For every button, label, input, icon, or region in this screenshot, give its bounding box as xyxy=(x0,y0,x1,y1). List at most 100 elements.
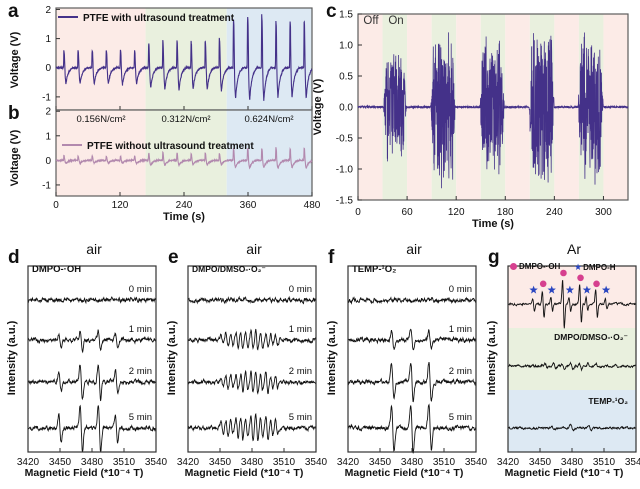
svg-text:240: 240 xyxy=(546,207,563,218)
svg-text:0.0: 0.0 xyxy=(339,103,353,114)
svg-text:180: 180 xyxy=(497,207,514,218)
svg-text:3420: 3420 xyxy=(17,457,40,468)
panel-d-letter: d xyxy=(8,247,20,268)
svg-text:3420: 3420 xyxy=(337,457,360,468)
svg-text:3510: 3510 xyxy=(593,457,616,468)
panel-f-title: air xyxy=(406,241,422,257)
panel-f-time-1: 1 min xyxy=(448,324,472,335)
svg-text:3420: 3420 xyxy=(177,457,200,468)
svg-text:0.5: 0.5 xyxy=(339,72,353,83)
panel-d-title: air xyxy=(86,241,102,257)
panel-g-legend-oh-label: DMPO-·OH xyxy=(519,262,561,271)
panel-a-letter: a xyxy=(8,1,19,22)
svg-text:1: 1 xyxy=(45,131,51,142)
svg-text:3480: 3480 xyxy=(241,457,264,468)
svg-text:240: 240 xyxy=(176,200,193,211)
panel-b-letter: b xyxy=(8,103,20,124)
panel-c-letter: c xyxy=(326,1,337,22)
svg-text:480: 480 xyxy=(304,200,321,211)
panel-f-plot: 3420 3450 3480 3510 3540 xyxy=(337,265,488,468)
svg-text:3450: 3450 xyxy=(529,457,552,468)
svg-text:0: 0 xyxy=(45,63,51,74)
svg-text:-1: -1 xyxy=(42,180,51,191)
panel-b-legend-label: PTFE without ultrasound treatment xyxy=(87,141,254,152)
svg-text:-1: -1 xyxy=(42,92,51,103)
svg-text:2: 2 xyxy=(45,5,51,16)
pressure-label-2: 0.312N/cm² xyxy=(161,114,211,125)
panel-f-xlabel: Magnetic Field (*10⁻⁴ T) xyxy=(344,467,464,479)
panel-g-letter: g xyxy=(488,247,500,268)
panel-e-time-2: 2 min xyxy=(288,366,312,377)
panel-a-legend-swatch xyxy=(58,15,78,18)
panel-f-time-0: 0 min xyxy=(448,284,472,295)
svg-text:1.5: 1.5 xyxy=(339,10,353,21)
svg-text:120: 120 xyxy=(448,207,465,218)
svg-text:3420: 3420 xyxy=(497,457,520,468)
panel-g-band3-label: TEMP-¹O₂ xyxy=(588,396,628,406)
svg-text:3450: 3450 xyxy=(209,457,232,468)
panel-d-species: DMPO-·OH xyxy=(32,264,82,275)
panel-c-xlabel: Time (s) xyxy=(472,218,514,230)
svg-text:60: 60 xyxy=(402,207,414,218)
svg-text:0: 0 xyxy=(45,156,51,167)
panel-d-time-2: 2 min xyxy=(128,366,152,377)
panel-g-legend-h: ★DMPO-H xyxy=(574,262,616,273)
svg-text:3450: 3450 xyxy=(49,457,72,468)
panel-c-ylabel: Voltage (V) xyxy=(312,78,324,136)
panel-b-legend: PTFE without ultrasound treatment xyxy=(62,141,254,152)
panel-b-xlabel: Time (s) xyxy=(163,211,205,223)
panel-d-plot: 3420 3450 3480 3510 3540 xyxy=(17,265,168,468)
svg-text:0: 0 xyxy=(355,207,361,218)
panel-e-species: DMPO/DMSO-·O₂⁻ xyxy=(192,264,266,274)
svg-text:3480: 3480 xyxy=(81,457,104,468)
panel-g-legend-h-label: DMPO-H xyxy=(583,263,616,272)
panel-e-letter: e xyxy=(168,247,179,268)
panel-e-time-1: 1 min xyxy=(288,324,312,335)
panel-g-band2-label: DMPO/DMSO-·O₂⁻ xyxy=(554,332,628,342)
svg-text:3450: 3450 xyxy=(369,457,392,468)
panel-g-xlabel: Magnetic Field (*10⁻⁴ T) xyxy=(504,467,624,479)
oh-circle-marker-icon xyxy=(510,263,517,270)
pressure-label-3: 0.624N/cm² xyxy=(244,114,294,125)
panel-e-title: air xyxy=(246,241,262,257)
panel-g-title: Ar xyxy=(567,241,581,257)
panel-d-time-0: 0 min xyxy=(128,284,152,295)
panel-e-time-3: 5 min xyxy=(288,412,312,423)
panel-e-plot: 3420 3450 3480 3510 3540 xyxy=(177,265,328,468)
panel-a-plot: 2 1 0 -1 xyxy=(42,5,313,111)
h-star-marker-icon: ★ xyxy=(574,262,583,272)
svg-text:3510: 3510 xyxy=(273,457,296,468)
panel-f-time-3: 5 min xyxy=(448,412,472,423)
svg-text:3480: 3480 xyxy=(401,457,424,468)
panel-c-plot: 1.5 1.0 0.5 0.0 -0.5 -1.0 -1.50 60 120 180 240 300 xyxy=(336,10,629,218)
svg-text:2: 2 xyxy=(45,107,51,118)
svg-text:3540: 3540 xyxy=(305,457,328,468)
panel-f-time-2: 2 min xyxy=(448,366,472,377)
panel-f-species: TEMP-¹O₂ xyxy=(352,264,397,275)
svg-text:3480: 3480 xyxy=(561,457,584,468)
svg-text:3510: 3510 xyxy=(113,457,136,468)
svg-text:3510: 3510 xyxy=(433,457,456,468)
on-label: On xyxy=(388,15,404,27)
panel-e-xlabel: Magnetic Field (*10⁻⁴ T) xyxy=(184,467,304,479)
svg-text:3540: 3540 xyxy=(625,457,640,468)
panel-g-plot: 3420 3450 3480 3510 3540 xyxy=(497,265,640,468)
panel-d-xlabel: Magnetic Field (*10⁻⁴ T) xyxy=(24,467,144,479)
svg-text:360: 360 xyxy=(240,200,257,211)
svg-text:1: 1 xyxy=(45,34,51,45)
panel-a-legend: PTFE with ultrasound treatment xyxy=(58,13,234,24)
svg-text:-1.0: -1.0 xyxy=(336,165,354,176)
panel-b-plot: 210-10 120 240 360 480 xyxy=(42,107,321,211)
svg-text:-1.5: -1.5 xyxy=(336,196,354,207)
svg-text:1.0: 1.0 xyxy=(339,41,353,52)
svg-text:-0.5: -0.5 xyxy=(336,134,354,145)
svg-text:3540: 3540 xyxy=(465,457,488,468)
svg-text:120: 120 xyxy=(112,200,129,211)
pressure-label-1: 0.156N/cm² xyxy=(76,114,126,125)
panel-a-legend-label: PTFE with ultrasound treatment xyxy=(83,13,235,24)
svg-text:300: 300 xyxy=(595,207,612,218)
off-label: Off xyxy=(363,15,379,27)
panel-d-time-1: 1 min xyxy=(128,324,152,335)
panel-b-legend-swatch xyxy=(62,143,82,146)
